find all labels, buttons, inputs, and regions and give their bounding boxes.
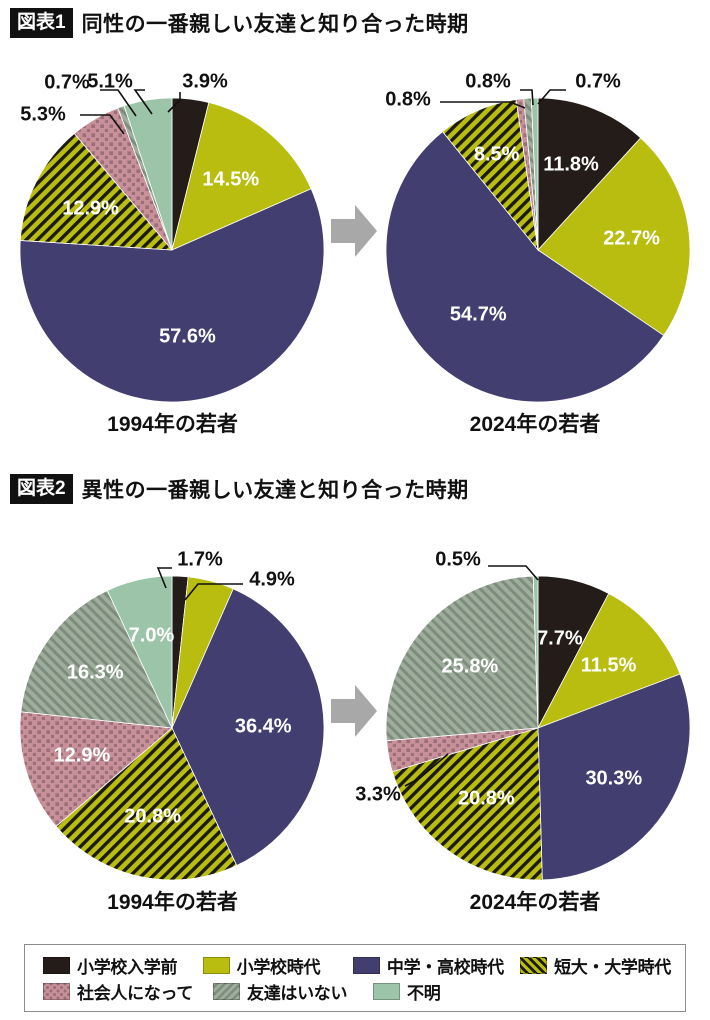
legend-label-working: 社会人になって bbox=[77, 983, 194, 1003]
chart-caption-opposite-sex-2024: 2024年の若者 bbox=[469, 891, 601, 914]
pie-chart-same-sex-2024: 11.8% 22.7% 54.7% 8.5% 0.8% 0.8% 0.7% 2024年の若者 bbox=[360, 60, 710, 440]
leader-line-preschool bbox=[167, 92, 181, 113]
pie-slice-university bbox=[391, 727, 543, 881]
pie-svg-same-sex-1994 bbox=[19, 89, 325, 403]
pie-slice-elementary bbox=[537, 592, 681, 729]
legend-item-juniorhigh: 中学・高校時代 bbox=[352, 953, 520, 978]
pie-slice-university bbox=[19, 132, 173, 251]
pie-callout-unknown: 0.7% bbox=[575, 70, 621, 93]
legend-swatch-nofriends bbox=[213, 982, 240, 1000]
leader-line-unknown bbox=[488, 565, 539, 581]
section-title-2: 異性の一番親しい友達と知り合った時期 bbox=[81, 479, 469, 502]
chart-caption-opposite-sex-1994: 1994年の若者 bbox=[107, 891, 238, 914]
leader-line-working bbox=[404, 753, 449, 787]
pie-slice-working bbox=[19, 711, 173, 827]
pie-svg-opposite-sex-1994 bbox=[19, 567, 325, 881]
pie-slice-juniorhigh bbox=[171, 588, 325, 867]
legend-item-preschool: 小学校入学前 bbox=[43, 953, 203, 978]
pie-callout-working: 5.3% bbox=[20, 103, 66, 126]
leader-line-working bbox=[440, 101, 526, 109]
pie-slice-unknown bbox=[530, 97, 539, 251]
pie-callout-working: 3.3% bbox=[355, 783, 401, 806]
legend-label-nofriends: 友達はいない bbox=[247, 983, 348, 1003]
legend-item-nofriends: 友達はいない bbox=[213, 979, 373, 1004]
legend-row-2: 社会人になって 友達はいない 不明 bbox=[43, 978, 671, 1004]
section-header-2: 図表2 異性の一番親しい友達と知り合った時期 bbox=[10, 474, 469, 504]
leader-line-nofriends bbox=[520, 89, 534, 106]
leader-line-working bbox=[80, 114, 125, 135]
legend-item-elementary: 小学校時代 bbox=[202, 953, 353, 978]
pie-slice-elementary bbox=[171, 102, 312, 251]
pie-svg-opposite-sex-2024 bbox=[385, 565, 691, 881]
pie-chart-opposite-sex-1994: 1.7% 4.9% 36.4% 20.8% 12.9% 16.3% 7.0% 1994年の若者 bbox=[0, 540, 345, 920]
section-header-1: 図表1 同性の一番親しい友達と知り合った時期 bbox=[10, 8, 469, 38]
pie-callout-nofriends: 0.7% bbox=[44, 71, 90, 94]
legend-row-1: 小学校入学前 小学校時代 中学・高校時代 短大・大学時代 bbox=[43, 952, 671, 978]
pie-slice-juniorhigh bbox=[537, 673, 691, 881]
legend-label-preschool: 小学校入学前 bbox=[77, 957, 178, 977]
chart-caption-same-sex-2024: 2024年の若者 bbox=[469, 413, 601, 436]
legend-label-unknown: 不明 bbox=[407, 983, 441, 1003]
legend-swatch-elementary bbox=[202, 956, 230, 974]
transition-arrow-2 bbox=[331, 685, 377, 737]
pie-slice-unknown bbox=[106, 575, 173, 729]
pie-chart-opposite-sex-2024: 7.7% 11.5% 30.3% 20.8% 3.3% 25.8% 0.5% 2024年の若者 bbox=[355, 540, 710, 920]
pie-callout-unknown: 0.5% bbox=[435, 548, 481, 571]
legend-swatch-juniorhigh bbox=[352, 956, 380, 974]
pie-slice-nofriends bbox=[385, 575, 539, 742]
figure-tag-1: 図表1 bbox=[10, 8, 73, 38]
pie-callout-elementary: 4.9% bbox=[249, 568, 295, 591]
legend-swatch-preschool bbox=[43, 956, 70, 974]
pie-callout-preschool: 1.7% bbox=[177, 548, 223, 571]
legend-swatch-university bbox=[520, 956, 548, 974]
pie-svg-same-sex-2024 bbox=[385, 89, 691, 403]
leader-line-elementary bbox=[184, 583, 243, 601]
pie-slice-elementary bbox=[537, 137, 691, 336]
pie-slice-juniorhigh bbox=[385, 131, 665, 403]
legend-item-unknown: 不明 bbox=[373, 979, 441, 1004]
legend-label-elementary: 小学校時代 bbox=[236, 957, 321, 977]
leader-line-unknown bbox=[537, 89, 566, 105]
pie-callout-nofriends: 0.8% bbox=[465, 70, 511, 93]
pie-callout-working: 0.8% bbox=[385, 88, 431, 111]
legend-label-university: 短大・大学時代 bbox=[554, 957, 671, 977]
transition-arrow-1 bbox=[331, 205, 377, 257]
pie-slice-university bbox=[55, 727, 238, 881]
leader-line-preschool bbox=[156, 567, 172, 589]
legend-item-university: 短大・大学時代 bbox=[520, 953, 671, 978]
pie-slice-unknown bbox=[123, 97, 173, 251]
legend-swatch-working bbox=[43, 982, 70, 1000]
pie-slice-nofriends bbox=[20, 589, 173, 729]
pie-callout-preschool: 3.9% bbox=[182, 70, 228, 93]
figure-tag-2: 図表2 bbox=[10, 474, 73, 504]
leader-line-nofriends bbox=[100, 89, 137, 117]
legend: 小学校入学前 小学校時代 中学・高校時代 短大・大学時代 社会人になって bbox=[24, 944, 686, 1012]
section-title-1: 同性の一番親しい友達と知り合った時期 bbox=[81, 13, 469, 36]
leader-line-unknown bbox=[133, 89, 153, 115]
pie-slice-juniorhigh bbox=[19, 188, 325, 403]
legend-label-juniorhigh: 中学・高校時代 bbox=[386, 957, 504, 977]
legend-item-working: 社会人になって bbox=[43, 979, 213, 1004]
chart-caption-same-sex-1994: 1994年の若者 bbox=[107, 413, 238, 436]
legend-swatch-unknown bbox=[373, 982, 400, 1000]
pie-callout-unknown: 5.1% bbox=[87, 70, 133, 93]
pie-chart-same-sex-1994: 3.9% 14.5% 57.6% 12.9% 5.3% 0.7% 5.1% 1994年の若者 bbox=[0, 60, 345, 440]
